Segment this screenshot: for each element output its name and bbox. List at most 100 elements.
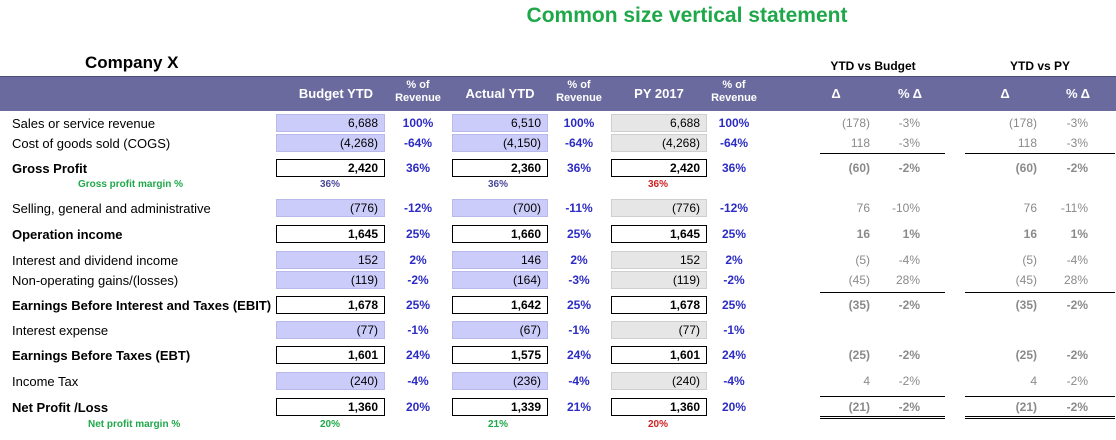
actual-value-cell[interactable]: 146 — [452, 251, 548, 269]
py-value-cell[interactable]: 1,645 — [611, 225, 707, 243]
budget-pct-delta-cell[interactable]: -2% — [898, 400, 920, 414]
actual-pct-cell[interactable]: 25% — [566, 227, 592, 241]
header-budget-ytd[interactable]: Budget YTD — [298, 86, 374, 101]
header-py-delta[interactable]: Δ — [1000, 86, 1010, 101]
budget-pct-delta-cell[interactable]: -2% — [898, 374, 920, 388]
budget-delta-cell[interactable]: 118 — [850, 136, 870, 150]
py-value-cell[interactable]: 1,678 — [611, 296, 707, 314]
actual-value-cell[interactable]: 1,339 — [452, 398, 548, 416]
header-py-pct-delta[interactable]: % Δ — [1065, 86, 1091, 101]
py-delta-cell[interactable]: 76 — [1023, 201, 1037, 215]
py-delta-cell[interactable]: (178) — [1008, 116, 1037, 130]
py-delta-cell[interactable]: (60) — [1015, 161, 1037, 175]
py-value-cell[interactable]: 6,688 — [611, 114, 707, 132]
actual-value-cell[interactable]: 1,660 — [452, 225, 548, 243]
budget-pct-cell[interactable]: -64% — [403, 136, 432, 150]
py-pct-cell[interactable]: 24% — [721, 348, 747, 362]
header-actual-pct[interactable]: % of Revenue — [556, 79, 602, 104]
actual-pct-cell[interactable]: 36% — [566, 161, 592, 175]
py-value-cell[interactable]: 152 — [611, 251, 707, 269]
budget-delta-cell[interactable]: 4 — [863, 374, 870, 388]
budget-delta-cell[interactable]: (21) — [848, 400, 870, 414]
actual-pct-cell[interactable]: 24% — [566, 348, 592, 362]
py-delta-cell[interactable]: 4 — [1030, 374, 1037, 388]
actual-pct-cell[interactable]: -1% — [568, 323, 590, 337]
py-value-cell[interactable]: 1,360 — [611, 398, 707, 416]
py-pct-delta-cell[interactable]: -4% — [1066, 253, 1088, 267]
py-delta-cell[interactable]: 118 — [1017, 136, 1037, 150]
py-pct-delta-cell[interactable]: -2% — [1066, 374, 1088, 388]
budget-value-cell[interactable]: 2,420 — [276, 159, 385, 177]
budget-value-cell[interactable]: (776) — [276, 199, 385, 217]
py-pct-cell[interactable]: -1% — [723, 323, 745, 337]
budget-pct-cell[interactable]: 20% — [405, 400, 431, 414]
py-pct-cell[interactable]: -4% — [723, 374, 745, 388]
py-pct-cell[interactable]: -12% — [719, 201, 748, 215]
py-pct-cell[interactable]: -2% — [723, 273, 745, 287]
py-pct-cell[interactable]: -64% — [719, 136, 748, 150]
budget-value-cell[interactable]: (77) — [276, 321, 385, 339]
budget-pct-cell[interactable]: 100% — [402, 116, 434, 130]
py-value-cell[interactable]: (4,268) — [611, 134, 707, 152]
budget-delta-cell[interactable]: (178) — [841, 116, 870, 130]
budget-delta-cell[interactable]: (5) — [855, 253, 870, 267]
actual-value-cell[interactable]: 1,642 — [452, 296, 548, 314]
py-pct-delta-cell[interactable]: -2% — [1066, 400, 1088, 414]
budget-value-cell[interactable]: (4,268) — [276, 134, 385, 152]
actual-value-cell[interactable]: (4,150) — [452, 134, 548, 152]
budget-pct-delta-cell[interactable]: -10% — [891, 201, 920, 215]
budget-pct-cell[interactable]: 25% — [405, 298, 431, 312]
budget-value-cell[interactable]: (240) — [276, 372, 385, 390]
budget-delta-cell[interactable]: (35) — [848, 298, 870, 312]
actual-pct-cell[interactable]: -3% — [568, 273, 590, 287]
budget-pct-delta-cell[interactable]: -2% — [898, 298, 920, 312]
budget-value-cell[interactable]: (119) — [276, 271, 385, 289]
budget-value-cell[interactable]: 152 — [276, 251, 385, 269]
budget-pct-delta-cell[interactable]: -2% — [898, 161, 920, 175]
budget-pct-delta-cell[interactable]: -2% — [898, 348, 920, 362]
py-delta-cell[interactable]: (35) — [1015, 298, 1037, 312]
py-pct-cell[interactable]: 2% — [725, 253, 743, 267]
py-pct-cell[interactable]: 100% — [718, 116, 750, 130]
budget-value-cell[interactable]: 6,688 — [276, 114, 385, 132]
actual-value-cell[interactable]: 1,575 — [452, 346, 548, 364]
py-value-cell[interactable]: (240) — [611, 372, 707, 390]
py-value-cell[interactable]: (776) — [611, 199, 707, 217]
budget-pct-delta-cell[interactable]: 28% — [895, 273, 920, 287]
py-pct-delta-cell[interactable]: -3% — [1066, 116, 1088, 130]
py-value-cell[interactable]: (119) — [611, 271, 707, 289]
py-delta-cell[interactable]: 16 — [1023, 227, 1037, 241]
actual-value-cell[interactable]: (67) — [452, 321, 548, 339]
budget-value-cell[interactable]: 1,601 — [276, 346, 385, 364]
py-pct-delta-cell[interactable]: 28% — [1063, 273, 1088, 287]
actual-pct-cell[interactable]: 2% — [570, 253, 588, 267]
py-pct-delta-cell[interactable]: -2% — [1066, 298, 1088, 312]
actual-pct-cell[interactable]: 21% — [566, 400, 592, 414]
budget-pct-delta-cell[interactable]: -3% — [898, 116, 920, 130]
py-pct-cell[interactable]: 25% — [721, 298, 747, 312]
budget-pct-cell[interactable]: -2% — [407, 273, 429, 287]
py-pct-delta-cell[interactable]: -3% — [1066, 136, 1088, 150]
py-pct-cell[interactable]: 36% — [721, 161, 747, 175]
budget-pct-cell[interactable]: -12% — [403, 201, 432, 215]
actual-value-cell[interactable]: (164) — [452, 271, 548, 289]
py-value-cell[interactable]: 1,601 — [611, 346, 707, 364]
py-pct-delta-cell[interactable]: -2% — [1066, 161, 1088, 175]
budget-pct-delta-cell[interactable]: -3% — [898, 136, 920, 150]
budget-pct-delta-cell[interactable]: 1% — [902, 227, 920, 241]
header-actual-ytd[interactable]: Actual YTD — [465, 86, 535, 101]
actual-pct-cell[interactable]: -11% — [565, 201, 593, 215]
budget-pct-cell[interactable]: 25% — [405, 227, 431, 241]
budget-delta-cell[interactable]: 16 — [856, 227, 870, 241]
budget-pct-cell[interactable]: 36% — [405, 161, 431, 175]
budget-pct-cell[interactable]: 2% — [409, 253, 427, 267]
actual-value-cell[interactable]: 2,360 — [452, 159, 548, 177]
budget-delta-cell[interactable]: (60) — [848, 161, 870, 175]
actual-value-cell[interactable]: (700) — [452, 199, 548, 217]
budget-value-cell[interactable]: 1,678 — [276, 296, 385, 314]
budget-pct-cell[interactable]: -4% — [407, 374, 429, 388]
py-pct-delta-cell[interactable]: -2% — [1066, 348, 1088, 362]
actual-value-cell[interactable]: 6,510 — [452, 114, 548, 132]
actual-pct-cell[interactable]: 25% — [566, 298, 592, 312]
header-budget-delta[interactable]: Δ — [831, 86, 841, 101]
